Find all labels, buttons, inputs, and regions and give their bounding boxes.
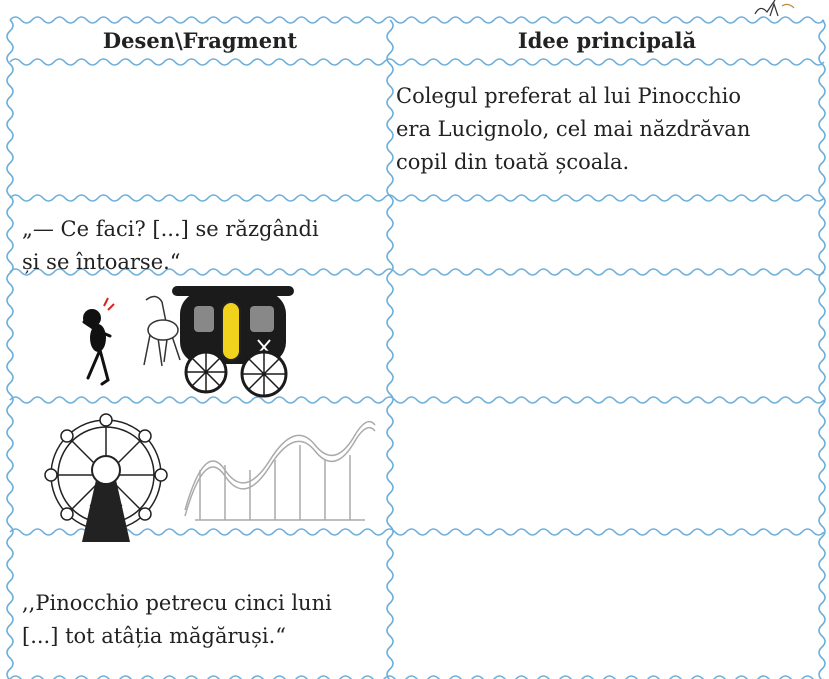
carriage-drawing [82, 286, 294, 398]
column-border [6, 19, 14, 679]
idea-cell: Colegul preferat al lui Pinocchio era Luc… [396, 80, 750, 179]
text-line: și se întoarse.“ [22, 250, 181, 274]
text-line: „— Ce faci? [...] se răzgândi [22, 217, 319, 241]
text-line: ,,Pinocchio petrecu cinci luni [22, 591, 332, 615]
row-border [9, 58, 825, 66]
text-line: era Lucignolo, cel mai năzdrăvan [396, 117, 751, 141]
fragment-cell: „— Ce faci? [...] se răzgândi și se întoa… [22, 213, 319, 279]
row-border [9, 675, 824, 679]
column-header: Desen\Fragment [102, 28, 298, 53]
text-line: copil din toată școala. [396, 150, 630, 174]
row-border [9, 528, 825, 536]
text-line: Colegul preferat al lui Pinocchio [396, 84, 741, 108]
row-border [9, 268, 825, 276]
corner-figure [754, 0, 795, 17]
column-border [818, 19, 826, 679]
column-header: Idee principală [517, 28, 697, 53]
column-border [386, 19, 394, 679]
row-border [9, 194, 825, 202]
row-border [9, 396, 825, 404]
text-line: [...] tot atâția măgăruși.“ [22, 624, 286, 648]
fragment-cell: ,,Pinocchio petrecu cinci luni [...] tot … [22, 587, 332, 653]
fair-drawing [44, 413, 376, 542]
row-border [9, 16, 825, 24]
